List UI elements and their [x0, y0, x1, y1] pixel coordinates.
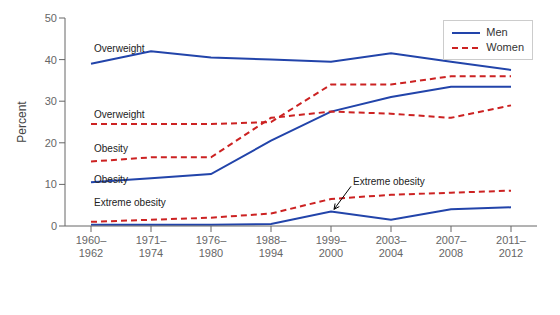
svg-text:Extreme obesity: Extreme obesity — [353, 176, 425, 187]
svg-text:1971–1974: 1971–1974 — [136, 234, 167, 259]
svg-text:1988–1994: 1988–1994 — [256, 234, 287, 259]
svg-text:Obesity: Obesity — [94, 143, 128, 154]
svg-text:Overweight: Overweight — [94, 43, 145, 54]
svg-text:1976–1980: 1976–1980 — [196, 234, 227, 259]
svg-text:1999–2000: 1999–2000 — [316, 234, 347, 259]
svg-text:40: 40 — [45, 54, 57, 66]
svg-text:Overweight: Overweight — [94, 109, 145, 120]
svg-text:Extreme obesity: Extreme obesity — [94, 197, 166, 208]
svg-text:30: 30 — [45, 95, 57, 107]
svg-text:10: 10 — [45, 178, 57, 190]
svg-text:2003–2004: 2003–2004 — [376, 234, 407, 259]
svg-text:Percent: Percent — [15, 101, 29, 143]
svg-text:0: 0 — [51, 220, 57, 232]
svg-text:2011–2012: 2011–2012 — [496, 234, 527, 259]
html-text:Men: Men — [486, 26, 508, 38]
svg-text:1960–1962: 1960–1962 — [76, 234, 107, 259]
svg-text:Obesity: Obesity — [94, 174, 128, 185]
html-text:Women: Women — [486, 41, 524, 53]
svg-text:20: 20 — [45, 137, 57, 149]
svg-text:50: 50 — [45, 12, 57, 24]
svg-text:2007–2008: 2007–2008 — [436, 234, 467, 259]
